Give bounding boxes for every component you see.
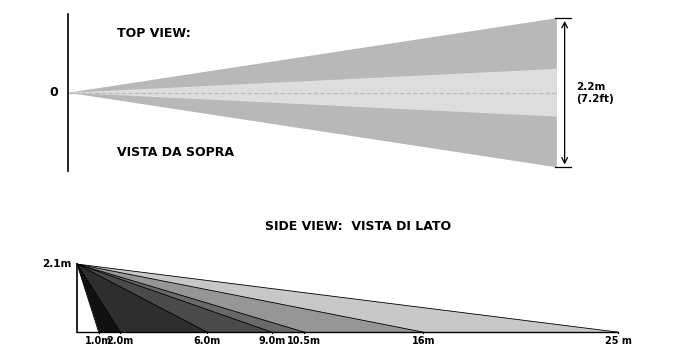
Text: 25 m: 25 m xyxy=(605,336,632,346)
Text: 9.0m: 9.0m xyxy=(258,336,285,346)
Text: 16m: 16m xyxy=(412,336,435,346)
Text: 1.0m: 1.0m xyxy=(85,336,113,346)
Polygon shape xyxy=(77,264,618,332)
Polygon shape xyxy=(77,264,120,332)
Text: 10.5m: 10.5m xyxy=(287,336,321,346)
Text: 0: 0 xyxy=(49,86,58,99)
Text: 2.1m: 2.1m xyxy=(43,259,71,269)
Polygon shape xyxy=(77,264,207,332)
Text: TOP VIEW:: TOP VIEW: xyxy=(117,27,191,40)
Text: 2.2m
(7.2ft): 2.2m (7.2ft) xyxy=(576,82,614,104)
Polygon shape xyxy=(77,264,305,332)
Polygon shape xyxy=(68,69,557,117)
Text: SIDE VIEW:  VISTA DI LATO: SIDE VIEW: VISTA DI LATO xyxy=(265,220,451,233)
Polygon shape xyxy=(77,264,99,332)
Text: VISTA DA SOPRA: VISTA DA SOPRA xyxy=(117,146,234,159)
Polygon shape xyxy=(77,264,272,332)
Polygon shape xyxy=(77,264,423,332)
Polygon shape xyxy=(68,18,557,167)
Text: 6.0m: 6.0m xyxy=(193,336,220,346)
Text: 2.0m: 2.0m xyxy=(107,336,134,346)
